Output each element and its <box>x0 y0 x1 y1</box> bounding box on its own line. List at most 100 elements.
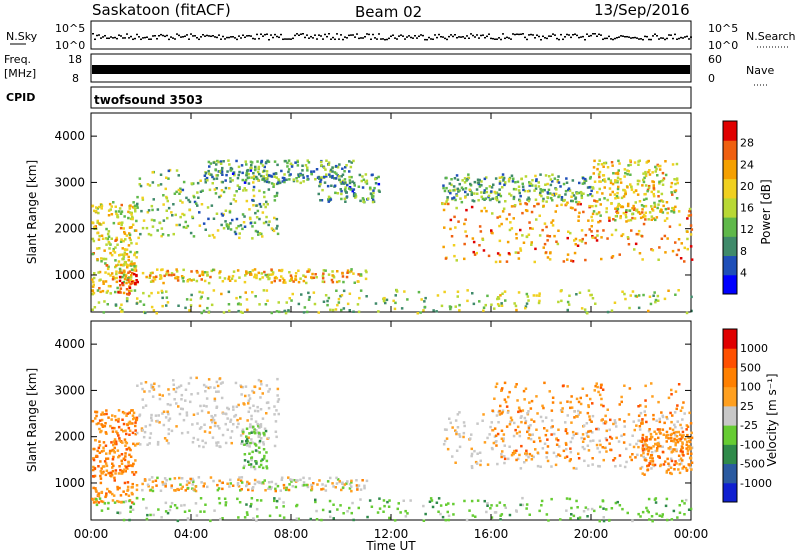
scatter-cell <box>528 198 531 201</box>
scatter-cell <box>344 189 347 193</box>
scatter-cell <box>167 432 170 436</box>
nsky-point <box>292 37 294 40</box>
scatter-cell <box>508 423 512 426</box>
scatter-cell <box>518 453 521 457</box>
nsky-point <box>528 34 530 36</box>
scatter-cell <box>145 275 148 279</box>
scatter-cell <box>331 174 334 178</box>
scatter-cell <box>346 302 350 306</box>
scatter-cell <box>584 241 587 245</box>
scatter-cell <box>262 177 265 181</box>
ytick-label: 1000 <box>54 476 85 490</box>
scatter-cell <box>616 176 620 179</box>
scatter-cell <box>568 459 572 463</box>
scatter-cell <box>483 499 486 503</box>
scatter-cell <box>291 478 294 482</box>
scatter-cell <box>657 436 660 440</box>
scatter-cell <box>119 291 122 294</box>
scatter-cell <box>123 230 126 234</box>
nsky-point <box>410 36 412 39</box>
scatter-cell <box>300 293 303 296</box>
scatter-cell <box>272 185 275 188</box>
scatter-cell <box>614 197 617 200</box>
scatter-cell <box>657 443 661 446</box>
scatter-cell <box>492 441 496 445</box>
scatter-cell <box>136 206 139 209</box>
scatter-cell <box>641 472 644 475</box>
scatter-cell <box>466 289 469 292</box>
scatter-cell <box>345 275 349 279</box>
scatter-cell <box>226 482 229 485</box>
scatter-cell <box>101 411 104 414</box>
scatter-cell <box>224 503 227 507</box>
scatter-cell <box>290 276 293 279</box>
scatter-cell <box>131 508 135 511</box>
xtick-label: 20:00 <box>574 527 609 541</box>
scatter-cell <box>217 390 220 393</box>
scatter-cell <box>113 479 116 482</box>
scatter-cell <box>461 188 465 191</box>
scatter-cell <box>466 299 469 303</box>
nsky-point <box>168 38 170 41</box>
scatter-cell <box>549 251 552 254</box>
scatter-cell <box>629 173 632 176</box>
scatter-cell <box>218 270 222 273</box>
scatter-cell <box>270 480 274 484</box>
nsky-point <box>578 36 580 39</box>
scatter-cell <box>667 464 671 467</box>
scatter-cell <box>178 192 181 195</box>
scatter-cell <box>464 218 467 221</box>
scatter-cell <box>661 513 664 516</box>
scatter-cell <box>525 292 529 296</box>
nsky-point <box>690 36 692 38</box>
scatter-cell <box>243 443 246 446</box>
scatter-cell <box>643 193 646 196</box>
scatter-cell <box>646 188 650 192</box>
scatter-cell <box>259 425 263 428</box>
scatter-cell <box>644 443 647 446</box>
nsky-point <box>342 38 344 41</box>
scatter-cell <box>527 429 531 432</box>
scatter-cell <box>214 192 218 195</box>
scatter-cell <box>282 505 285 508</box>
scatter-cell <box>375 176 378 180</box>
scatter-cell <box>191 215 194 219</box>
scatter-cell <box>517 251 520 254</box>
scatter-cell <box>135 496 139 500</box>
scatter-cell <box>512 197 516 201</box>
scatter-cell <box>393 519 397 522</box>
scatter-cell <box>657 299 660 302</box>
scatter-cell <box>123 215 126 218</box>
scatter-cell <box>299 478 302 482</box>
scatter-cell <box>312 482 315 485</box>
scatter-cell <box>465 234 468 238</box>
scatter-cell <box>184 489 187 492</box>
scatter-cell <box>498 215 502 218</box>
scatter-cell <box>144 479 147 482</box>
scatter-cell <box>392 299 395 303</box>
scatter-cell <box>657 400 660 404</box>
nsky-point <box>256 33 258 36</box>
scatter-cell <box>605 207 608 210</box>
scatter-cell <box>175 268 178 271</box>
scatter-cell <box>250 438 253 441</box>
scatter-cell <box>162 194 165 197</box>
scatter-cell <box>486 463 490 466</box>
scatter-cell <box>122 280 125 284</box>
scatter-cell <box>215 390 218 393</box>
nsky-point <box>620 35 622 37</box>
scatter-cell <box>376 511 380 514</box>
scatter-cell <box>95 414 98 418</box>
scatter-cell <box>563 456 567 459</box>
nsky-point <box>352 34 354 36</box>
scatter-cell <box>107 230 111 233</box>
scatter-cell <box>363 484 366 488</box>
scatter-cell <box>127 464 130 467</box>
scatter-cell <box>532 294 536 297</box>
scatter-cell <box>151 271 154 275</box>
nsky-point <box>230 36 232 38</box>
scatter-cell <box>480 209 483 213</box>
scatter-cell <box>268 220 271 223</box>
scatter-cell <box>617 169 620 172</box>
scatter-cell <box>494 177 498 180</box>
